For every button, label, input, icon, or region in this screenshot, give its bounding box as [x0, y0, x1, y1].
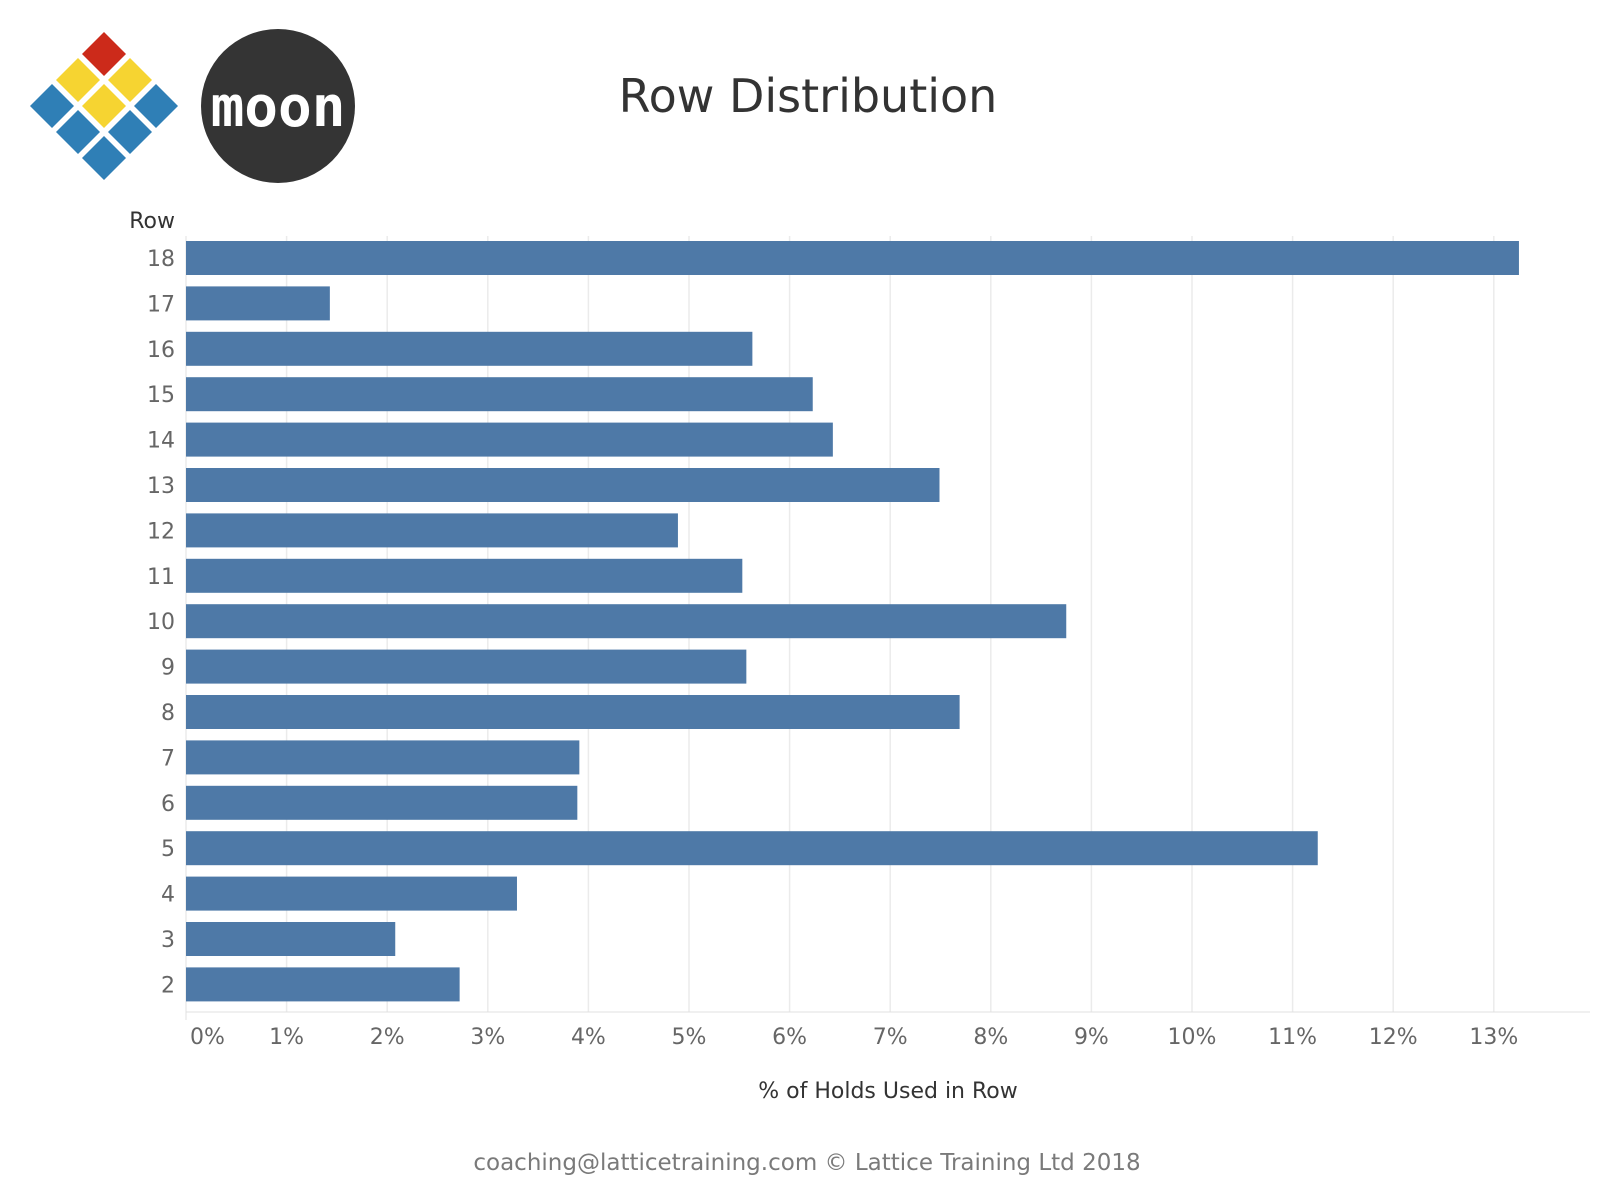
x-tick-label: 12%	[1369, 1025, 1418, 1050]
bar-row-18[interactable]	[186, 241, 1519, 275]
y-tick-label: 13	[147, 474, 175, 499]
bar-row-14[interactable]	[186, 422, 833, 457]
bar-row-8[interactable]	[186, 695, 960, 729]
logo-diamond-blue	[30, 84, 74, 128]
logo-diamond-yellow	[108, 58, 152, 102]
y-tick-label: 3	[161, 928, 175, 953]
bar-row-2[interactable]	[186, 967, 460, 1002]
bars	[186, 241, 1519, 1002]
y-tick-label: 7	[161, 746, 175, 771]
y-tick-label: 12	[147, 519, 175, 544]
y-tick-labels: 18 17 16 15 14 13 12 11 10 9 8 7 6 5 4 3 2	[147, 247, 175, 998]
logo-diamond-blue	[56, 110, 100, 154]
bar-row-12[interactable]	[186, 513, 678, 548]
y-tick-label: 15	[147, 383, 175, 408]
bar-row-10[interactable]	[186, 604, 1067, 639]
bar-row-16[interactable]	[186, 331, 753, 366]
logo-diamond-blue	[108, 110, 152, 154]
x-tick-label: 13%	[1469, 1025, 1518, 1050]
y-tick-label: 5	[161, 837, 175, 862]
bar-row-17[interactable]	[186, 286, 330, 321]
y-tick-label: 2	[161, 973, 175, 998]
bar-row-11[interactable]	[186, 558, 743, 593]
x-axis-title: % of Holds Used in Row	[758, 1079, 1018, 1104]
y-tick-label: 17	[147, 292, 175, 317]
bar-row-15[interactable]	[186, 377, 813, 412]
x-tick-label: 8%	[973, 1025, 1008, 1050]
x-tick-label: 11%	[1268, 1025, 1317, 1050]
chart-title: Row Distribution	[619, 69, 998, 123]
footer-copyright: coaching@latticetraining.com © Lattice T…	[473, 1150, 1140, 1176]
x-tick-label: 9%	[1074, 1025, 1109, 1050]
x-tick-label: 7%	[873, 1025, 908, 1050]
y-tick-label: 14	[147, 429, 175, 454]
bar-row-9[interactable]	[186, 649, 747, 684]
x-tick-label: 0%	[190, 1025, 225, 1050]
x-tick-labels: 0% 1% 2% 3% 4% 5% 6% 7% 8% 9% 10% 11% 12% 13%	[190, 1025, 1518, 1050]
bar-row-6[interactable]	[186, 785, 578, 820]
x-tick-label: 10%	[1168, 1025, 1217, 1050]
y-tick-label: 8	[161, 701, 175, 726]
logo-diamond-yellow	[82, 84, 126, 128]
bar-row-5[interactable]	[186, 831, 1318, 866]
y-tick-label: 16	[147, 338, 175, 363]
x-tick-label: 3%	[470, 1025, 505, 1050]
logo-diamond-yellow	[56, 58, 100, 102]
y-tick-label: 9	[161, 656, 175, 681]
x-tick-label: 5%	[672, 1025, 707, 1050]
y-tick-label: 18	[147, 247, 175, 272]
bar-row-7[interactable]	[186, 740, 580, 775]
x-tick-label: 2%	[370, 1025, 405, 1050]
y-axis-title: Row	[129, 209, 175, 234]
bar-row-3[interactable]	[186, 922, 396, 956]
y-tick-label: 11	[147, 565, 175, 590]
lattice-logo	[30, 32, 178, 180]
moon-logo: moon	[201, 29, 355, 183]
logo-diamond-blue	[134, 84, 178, 128]
logo-diamond-red	[82, 32, 126, 76]
bar-row-4[interactable]	[186, 876, 517, 911]
x-tick-label: 1%	[269, 1025, 304, 1050]
y-tick-label: 10	[147, 610, 175, 635]
moon-logo-text: moon	[211, 75, 346, 140]
moon-logo-circle	[201, 29, 355, 183]
bar-row-13[interactable]	[186, 468, 940, 502]
y-tick-label: 6	[161, 792, 175, 817]
y-tick-label: 4	[161, 883, 175, 908]
x-tick-label: 4%	[571, 1025, 606, 1050]
logo-diamond-blue	[82, 136, 126, 180]
x-tick-label: 6%	[772, 1025, 807, 1050]
